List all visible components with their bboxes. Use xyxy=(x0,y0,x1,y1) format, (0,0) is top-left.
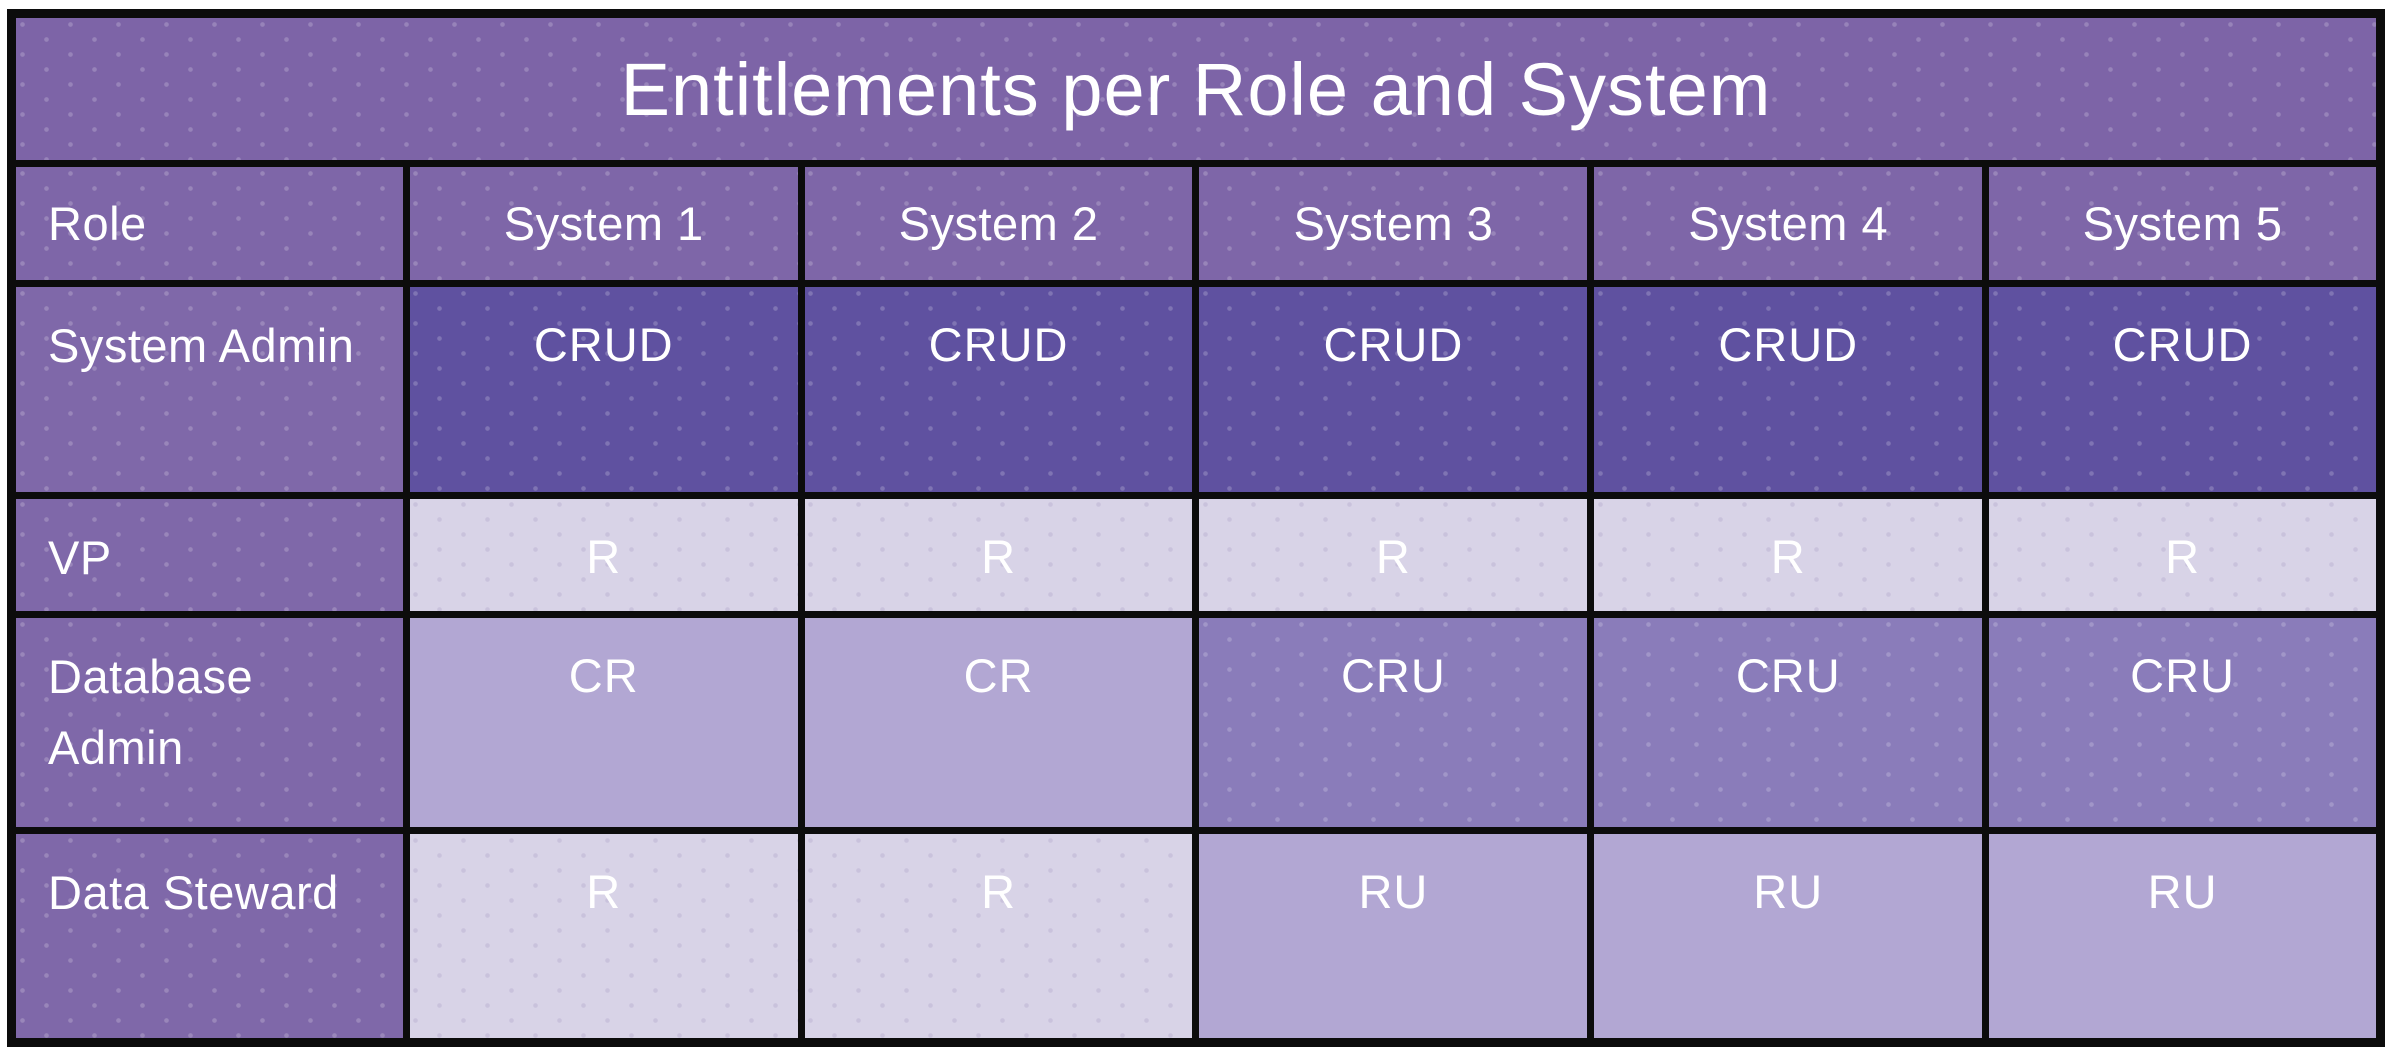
role-cell: Data Steward xyxy=(8,827,410,1046)
entitlement-cell: R xyxy=(1982,491,2384,619)
table-title: Entitlements per Role and System xyxy=(8,10,2384,167)
entitlement-cell: CRUD xyxy=(797,280,1200,499)
column-header-system-2: System 2 xyxy=(797,160,1200,287)
role-cell: System Admin xyxy=(8,280,410,499)
column-header-system-5: System 5 xyxy=(1982,160,2384,287)
entitlement-cell: RU xyxy=(1982,827,2384,1046)
column-header-system-1: System 1 xyxy=(402,160,805,287)
header-row: Role System 1 System 2 System 3 System 4… xyxy=(8,160,2384,287)
table-row-data-steward: Data Steward R R RU RU RU xyxy=(8,827,2384,1046)
entitlement-cell: CRUD xyxy=(1192,280,1595,499)
role-cell: Database Admin xyxy=(8,611,410,835)
entitlement-cell: CRU xyxy=(1982,611,2384,835)
entitlement-cell: CRUD xyxy=(1587,280,1990,499)
entitlement-cell: R xyxy=(1587,491,1990,619)
table-row-vp: VP R R R R R xyxy=(8,491,2384,619)
entitlement-cell: RU xyxy=(1192,827,1595,1046)
entitlement-cell: CR xyxy=(797,611,1200,835)
entitlement-cell: R xyxy=(402,827,805,1046)
entitlement-cell: R xyxy=(1192,491,1595,619)
entitlement-cell: RU xyxy=(1587,827,1990,1046)
table-row-database-admin: Database Admin CR CR CRU CRU CRU xyxy=(8,611,2384,835)
title-row: Entitlements per Role and System xyxy=(8,10,2384,167)
entitlement-cell: R xyxy=(797,491,1200,619)
column-header-system-4: System 4 xyxy=(1587,160,1990,287)
entitlement-cell: CRU xyxy=(1192,611,1595,835)
entitlement-cell: CR xyxy=(402,611,805,835)
entitlement-cell: R xyxy=(797,827,1200,1046)
entitlement-cell: CRUD xyxy=(1982,280,2384,499)
column-header-role: Role xyxy=(8,160,410,287)
entitlement-cell: CRU xyxy=(1587,611,1990,835)
entitlement-cell: R xyxy=(402,491,805,619)
entitlement-cell: CRUD xyxy=(402,280,805,499)
table-row-system-admin: System Admin CRUD CRUD CRUD CRUD CRUD xyxy=(8,280,2384,499)
column-header-system-3: System 3 xyxy=(1192,160,1595,287)
entitlements-table: Entitlements per Role and System Role Sy… xyxy=(7,9,2385,1047)
role-cell: VP xyxy=(8,491,410,619)
